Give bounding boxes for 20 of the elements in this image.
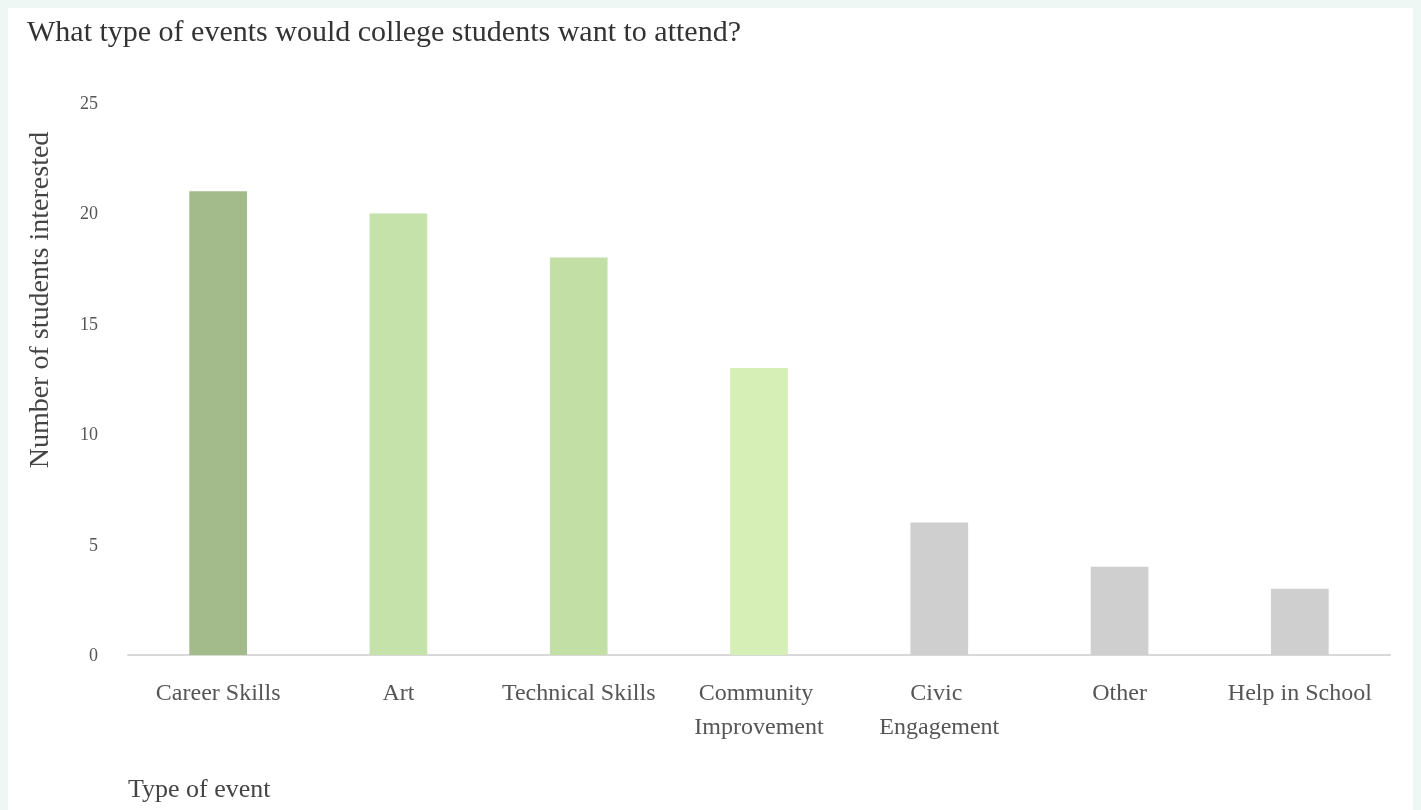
x-tick-label: Civic Engagement — [879, 679, 1000, 739]
y-tick-label: 10 — [80, 424, 98, 445]
bar — [549, 257, 608, 655]
y-tick-label: 20 — [80, 203, 98, 224]
x-tick-label: Help in School — [1227, 679, 1373, 705]
x-axis-title: Type of event — [128, 773, 272, 803]
x-tick-label: Technical Skills — [501, 679, 656, 705]
x-tick-label: Career Skills — [155, 679, 281, 705]
x-tick-label: Art — [382, 679, 415, 705]
y-tick-label: 0 — [89, 645, 98, 665]
x-tick-label: Other — [1092, 679, 1147, 705]
y-tick-label: 5 — [89, 534, 98, 555]
bar — [730, 367, 788, 655]
bar — [189, 191, 247, 655]
bar — [369, 213, 428, 655]
chart-title: What type of events would college students want to attend? — [27, 13, 741, 47]
x-tick-label: Community Improvement — [694, 679, 824, 739]
y-tick-label: 25 — [80, 93, 98, 113]
y-tick-label: 15 — [80, 313, 98, 334]
y-axis-title: Number of students interested — [22, 131, 54, 469]
